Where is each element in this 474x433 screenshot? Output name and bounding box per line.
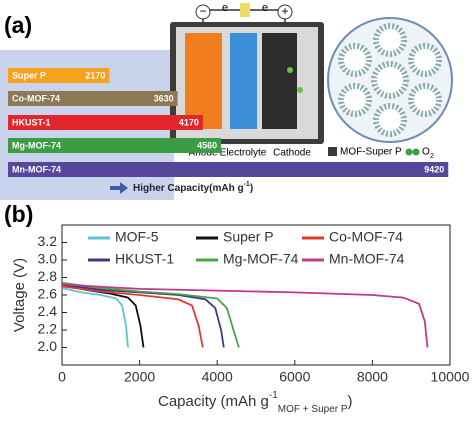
pore bbox=[338, 83, 372, 117]
o2-dot bbox=[287, 67, 293, 73]
bar-category: Super P bbox=[12, 70, 46, 80]
bar bbox=[8, 91, 178, 106]
x-axis-label-main: Higher Capacity(mAh g bbox=[133, 183, 244, 194]
series-line bbox=[61, 283, 225, 348]
legend-label: MOF-5 bbox=[115, 229, 159, 245]
pore bbox=[408, 43, 442, 77]
y-tick-label: 2.0 bbox=[38, 338, 58, 354]
x-tick-label: 6000 bbox=[279, 369, 310, 385]
pore bbox=[338, 43, 372, 77]
legend-o2-sub: 2 bbox=[430, 153, 434, 160]
y-tick-label: 2.2 bbox=[38, 321, 58, 337]
pore bbox=[373, 103, 407, 137]
pore bbox=[408, 83, 442, 117]
x-tick-label: 4000 bbox=[202, 369, 233, 385]
legend-swatch bbox=[328, 147, 337, 156]
bar-value: 2170 bbox=[85, 70, 105, 80]
y-axis-label: Voltage (V) bbox=[11, 258, 28, 332]
series-line bbox=[61, 281, 240, 348]
legend-o2: O bbox=[422, 147, 430, 158]
x-tick-label: 8000 bbox=[357, 369, 388, 385]
legend-label: HKUST-1 bbox=[115, 251, 174, 267]
pore bbox=[373, 23, 407, 57]
x-axis-label-end: ) bbox=[348, 393, 353, 410]
electrolyte-label: Electrolyte bbox=[220, 148, 267, 159]
minus: − bbox=[199, 4, 206, 18]
x-axis-label-sub: MOF + Super P bbox=[278, 404, 348, 415]
y-tick-label: 3.0 bbox=[38, 251, 58, 267]
bar bbox=[8, 115, 203, 130]
bar-category: Mg-MOF-74 bbox=[12, 140, 61, 150]
plus: + bbox=[281, 4, 288, 18]
series-line bbox=[61, 287, 129, 348]
legend-label: Mn-MOF-74 bbox=[329, 251, 405, 267]
bar-value: 4170 bbox=[179, 117, 199, 127]
x-axis-label: Capacity (mAh g-1MOF + Super P) bbox=[158, 390, 353, 415]
terminal bbox=[277, 4, 293, 20]
arrow bbox=[110, 182, 128, 194]
bar bbox=[8, 138, 222, 153]
cathode-label: Cathode bbox=[273, 148, 311, 159]
o2-dot bbox=[297, 87, 303, 93]
series-line bbox=[61, 283, 429, 348]
legend-swatch bbox=[405, 148, 413, 156]
y-tick-label: 2.8 bbox=[38, 268, 58, 284]
bar bbox=[8, 162, 449, 177]
bar-category: Mn-MOF-74 bbox=[12, 164, 61, 174]
x-axis-label-sup: -1 bbox=[269, 390, 278, 401]
legend-label: Co-MOF-74 bbox=[329, 229, 403, 245]
x-tick-label: 10000 bbox=[431, 369, 470, 385]
panel-label: (a) bbox=[4, 12, 32, 38]
battery-diagram: − + e e Anode Electrolyte Cathode bbox=[170, 2, 324, 159]
x-tick-label: 2000 bbox=[124, 369, 155, 385]
bulb bbox=[240, 3, 250, 17]
anode bbox=[185, 33, 222, 129]
series-line bbox=[61, 285, 204, 348]
panel-label: (b) bbox=[4, 201, 33, 227]
legend-label: Super P bbox=[223, 229, 274, 245]
y-tick-label: 2.6 bbox=[38, 286, 58, 302]
bar-value: 4560 bbox=[197, 140, 217, 150]
bar bbox=[8, 68, 110, 83]
x-axis-label-end: ) bbox=[250, 183, 253, 194]
cathode bbox=[262, 33, 297, 129]
y-tick-label: 2.4 bbox=[38, 303, 58, 319]
terminal bbox=[195, 4, 211, 20]
electron: e bbox=[262, 2, 268, 14]
legend-swatch bbox=[412, 148, 420, 156]
legend-label: Mg-MOF-74 bbox=[223, 251, 299, 267]
pore bbox=[371, 61, 409, 99]
electron: e bbox=[222, 2, 228, 14]
x-axis-label-sup: -1 bbox=[244, 181, 250, 188]
x-axis-label: Higher Capacity(mAh g-1) bbox=[133, 181, 253, 194]
x-tick-label: 0 bbox=[58, 369, 66, 385]
mof-structure: MOF-Super P O 2 bbox=[327, 17, 453, 160]
x-axis-label-main: Capacity (mAh g bbox=[158, 393, 269, 410]
electrolyte bbox=[230, 33, 257, 129]
anode-label: Anode bbox=[189, 148, 218, 159]
legend-mof: MOF-Super P bbox=[340, 147, 402, 158]
bar-category: HKUST-1 bbox=[12, 117, 51, 127]
bar-value: 9420 bbox=[424, 164, 444, 174]
bar-value: 3630 bbox=[154, 93, 174, 103]
bar-category: Co-MOF-74 bbox=[12, 93, 60, 103]
y-tick-label: 3.2 bbox=[38, 233, 58, 249]
